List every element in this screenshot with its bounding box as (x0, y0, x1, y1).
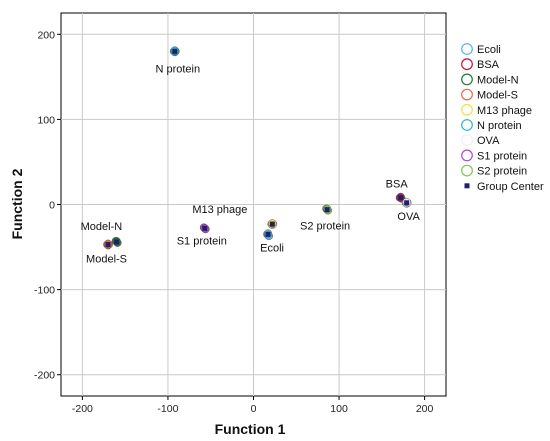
group-label: Model-N (81, 221, 123, 233)
legend-marker (461, 103, 473, 116)
group-label: Ecoli (260, 242, 284, 254)
group-center-marker (324, 207, 330, 213)
group-label: M13 phage (192, 204, 247, 216)
grid-lines (61, 13, 446, 396)
x-tick-label: 100 (330, 403, 348, 415)
y-axis-title: Function 2 (9, 168, 25, 239)
group-centers (105, 48, 410, 248)
legend-label: Model-N (477, 74, 519, 86)
x-tick-label: -200 (72, 403, 93, 415)
x-tick-label: -100 (157, 403, 178, 415)
legend-label: OVA (477, 135, 500, 147)
group-label: OVA (397, 211, 420, 223)
group-label: Model-S (86, 254, 127, 266)
group-center-marker (114, 239, 120, 245)
legend-marker (461, 134, 473, 147)
legend-marker (461, 149, 473, 162)
legend-marker (461, 88, 473, 101)
legend-label: S2 protein (477, 166, 527, 178)
y-tick-label: -100 (34, 285, 55, 297)
legend-marker (461, 164, 473, 177)
legend-label: M13 phage (477, 105, 532, 117)
group-center-marker (404, 200, 410, 206)
axis-ticks: -200 -100 0 100 200 -200 -100 0 100 200 (34, 29, 434, 415)
y-tick-label: 100 (37, 114, 55, 126)
legend-label: BSA (477, 59, 500, 71)
y-tick-label: 0 (49, 200, 55, 212)
legend-label: Ecoli (477, 44, 501, 56)
group-center-marker (269, 221, 275, 227)
group-label: N protein (155, 63, 200, 75)
legend-label: Model-S (477, 90, 518, 102)
x-tick-label: 0 (251, 403, 257, 415)
group-center-marker (265, 231, 271, 237)
point-labels: Ecoli BSA Model-N Model-S M13 phage N protein… (81, 63, 421, 265)
legend-marker (461, 73, 473, 86)
x-tick-label: 200 (416, 403, 434, 415)
group-center-marker (172, 48, 178, 54)
legend-marker (461, 58, 473, 71)
group-label: S2 protein (300, 221, 350, 233)
legend-label: S1 protein (477, 150, 527, 162)
y-tick-label: 200 (37, 29, 55, 41)
legend: Ecoli BSA Model-N Model-S M13 phage N protein… (461, 43, 544, 193)
legend-marker (461, 43, 473, 55)
group-center-marker (202, 225, 208, 231)
legend-marker (461, 119, 473, 131)
group-center-marker (398, 195, 404, 201)
legend-marker (464, 183, 470, 189)
x-axis-title: Function 1 (215, 421, 286, 437)
group-label: BSA (386, 179, 409, 191)
group-center-marker (105, 242, 111, 248)
y-tick-label: -200 (34, 370, 55, 382)
legend-label: Group Center (477, 181, 544, 193)
legend-label: N protein (477, 120, 522, 132)
group-label: S1 protein (177, 235, 227, 247)
